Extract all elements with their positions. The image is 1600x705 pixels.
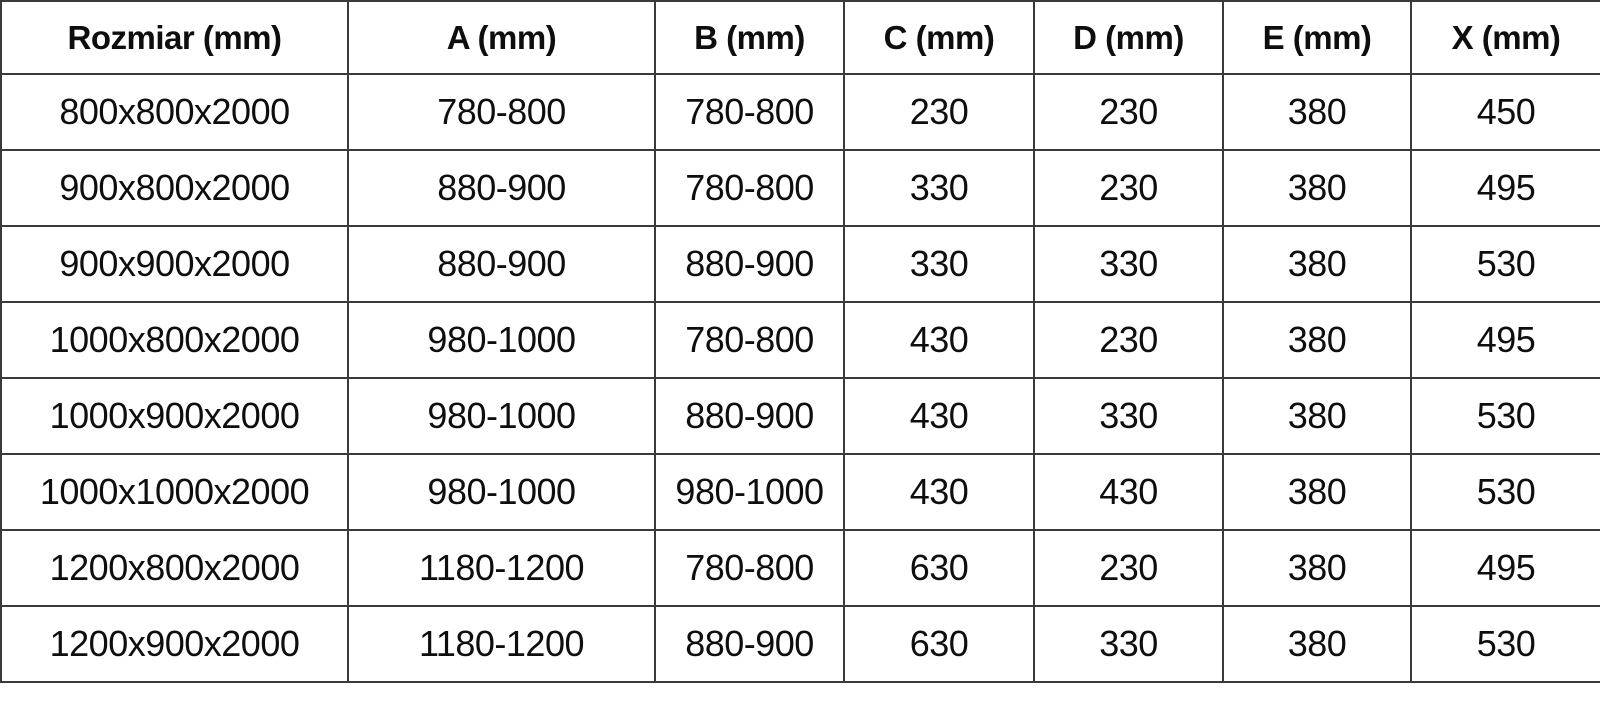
table-cell: 880-900 (347, 225, 656, 303)
table-cell: 1000x1000x2000 (0, 453, 349, 531)
table-cell: 230 (843, 73, 1035, 151)
table-cell: 380 (1222, 149, 1412, 227)
table-cell: 495 (1410, 529, 1600, 607)
table-row: 1200x900x2000 1180-1200 880-900 630 330 380 53… (0, 605, 1600, 683)
column-header: D (mm) (1033, 0, 1224, 75)
table-cell: 330 (1033, 225, 1224, 303)
table-cell: 430 (843, 453, 1035, 531)
table-cell: 230 (1033, 149, 1224, 227)
table-cell: 430 (1033, 453, 1224, 531)
table-cell: 630 (843, 529, 1035, 607)
table-cell: 780-800 (654, 529, 845, 607)
table-row: 800x800x2000 780-800 780-800 230 230 380 450 (0, 73, 1600, 151)
table-cell: 1000x900x2000 (0, 377, 349, 455)
table-cell: 630 (843, 605, 1035, 683)
table-cell: 530 (1410, 225, 1600, 303)
table-cell: 230 (1033, 529, 1224, 607)
table-row: 1000x900x2000 980-1000 880-900 430 330 380 530 (0, 377, 1600, 455)
table-cell: 980-1000 (347, 301, 656, 379)
table-row: 1200x800x2000 1180-1200 780-800 630 230 380 49… (0, 529, 1600, 607)
table-cell: 430 (843, 377, 1035, 455)
table-cell: 1200x800x2000 (0, 529, 349, 607)
table-cell: 900x800x2000 (0, 149, 349, 227)
table-cell: 380 (1222, 73, 1412, 151)
table-cell: 380 (1222, 529, 1412, 607)
dimensions-table: Rozmiar (mm) A (mm) B (mm) C (mm) D (mm) E (m… (0, 0, 1600, 683)
table-cell: 880-900 (654, 605, 845, 683)
table-cell: 495 (1410, 149, 1600, 227)
column-header: C (mm) (843, 0, 1035, 75)
column-header: X (mm) (1410, 0, 1600, 75)
table-cell: 330 (843, 149, 1035, 227)
table-cell: 450 (1410, 73, 1600, 151)
table-cell: 495 (1410, 301, 1600, 379)
table-row: 900x800x2000 880-900 780-800 330 230 380 495 (0, 149, 1600, 227)
table-cell: 980-1000 (347, 453, 656, 531)
table-cell: 880-900 (654, 225, 845, 303)
table-cell: 430 (843, 301, 1035, 379)
table-row: 1000x800x2000 980-1000 780-800 430 230 380 495 (0, 301, 1600, 379)
table-cell: 380 (1222, 605, 1412, 683)
table-cell: 980-1000 (654, 453, 845, 531)
table-row: 1000x1000x2000 980-1000 980-1000 430 430 380 5… (0, 453, 1600, 531)
table-cell: 880-900 (347, 149, 656, 227)
table-cell: 380 (1222, 301, 1412, 379)
table-cell: 330 (1033, 377, 1224, 455)
column-header: Rozmiar (mm) (0, 0, 349, 75)
table-cell: 330 (1033, 605, 1224, 683)
table-cell: 380 (1222, 225, 1412, 303)
header-row: Rozmiar (mm) A (mm) B (mm) C (mm) D (mm) E (m… (0, 0, 1600, 75)
table-cell: 230 (1033, 301, 1224, 379)
table-cell: 980-1000 (347, 377, 656, 455)
table-cell: 880-900 (654, 377, 845, 455)
table-cell: 230 (1033, 73, 1224, 151)
table-cell: 780-800 (347, 73, 656, 151)
table-row: 900x900x2000 880-900 880-900 330 330 380 530 (0, 225, 1600, 303)
table-cell: 380 (1222, 377, 1412, 455)
table-cell: 1180-1200 (347, 529, 656, 607)
table-cell: 780-800 (654, 149, 845, 227)
table-cell: 380 (1222, 453, 1412, 531)
table-cell: 530 (1410, 377, 1600, 455)
table-cell: 530 (1410, 605, 1600, 683)
table-cell: 1000x800x2000 (0, 301, 349, 379)
table-cell: 780-800 (654, 73, 845, 151)
table-cell: 800x800x2000 (0, 73, 349, 151)
table-cell: 900x900x2000 (0, 225, 349, 303)
table-cell: 780-800 (654, 301, 845, 379)
column-header: E (mm) (1222, 0, 1412, 75)
table-cell: 1180-1200 (347, 605, 656, 683)
table-cell: 530 (1410, 453, 1600, 531)
column-header: A (mm) (347, 0, 656, 75)
table-cell: 1200x900x2000 (0, 605, 349, 683)
table-cell: 330 (843, 225, 1035, 303)
column-header: B (mm) (654, 0, 845, 75)
